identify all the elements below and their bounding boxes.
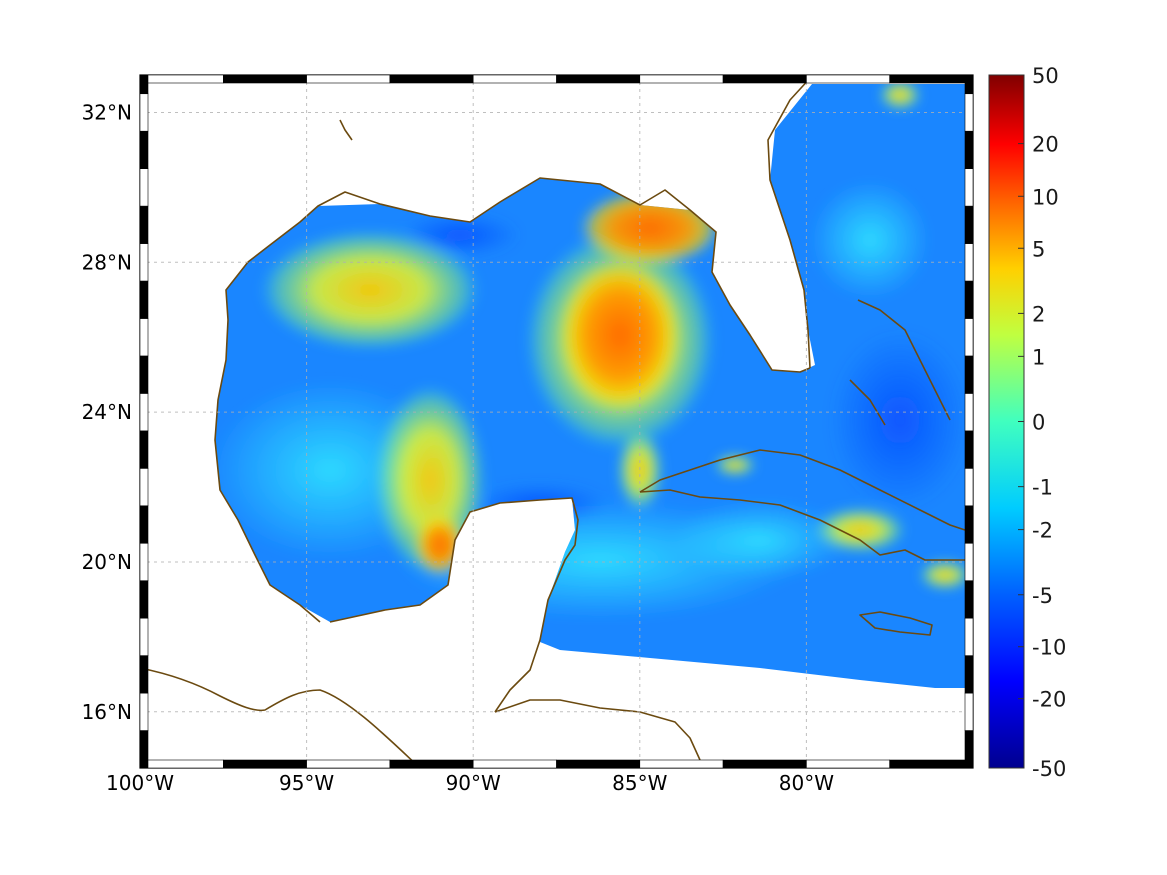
lon-tick-label: 100°W [106,771,174,795]
frame-border-segment [472,759,557,769]
colorbar-tick-label: 0 [1032,411,1045,435]
colorbar-tick-label: 10 [1032,185,1059,209]
frame-border-segment [964,168,974,207]
colorbar-tick-label: 1 [1032,345,1045,369]
map-frame [139,74,974,769]
frame-border-segment [889,74,974,84]
colorbar-tick-label: 20 [1032,133,1059,157]
colorbar-tick-label: 50 [1032,64,1059,88]
frame-border-segment [722,759,807,769]
colorbar-tick-label: 5 [1032,237,1045,261]
frame-border-segment [139,74,224,84]
frame-border-segment [806,74,891,84]
frame-border-segment [139,692,149,731]
frame-border-segment [889,759,974,769]
frame-border-segment [964,393,974,432]
colorbar-tick-label: -5 [1032,584,1053,608]
frame-border-segment [964,468,974,507]
frame-border-segment [389,74,474,84]
colorbar-tick-label: -1 [1032,476,1053,500]
frame-border-segment [139,393,149,432]
lon-tick-label: 95°W [279,771,334,795]
frame-border-segment [139,542,149,582]
frame-border-segment [964,692,974,731]
frame-border-segment [964,505,974,544]
frame-border-segment [139,243,149,282]
frame-border-segment [139,93,149,132]
frame-border-segment [139,759,224,769]
frame-border-segment [139,580,149,619]
frame-border-segment [472,74,557,84]
frame-border-segment [223,74,307,84]
frame-border-segment [306,74,391,84]
frame-border-segment [139,730,149,769]
frame-border-segment [139,205,149,244]
frame-border-segment [556,759,641,769]
frame-border-segment [964,93,974,132]
lon-tick-label: 85°W [612,771,667,795]
frame-border-segment [964,355,974,394]
frame-border-segment [389,759,474,769]
colorbar-tick-label: -50 [1032,757,1066,781]
lat-tick-label: 32°N [82,100,132,124]
frame-border-segment [139,318,149,357]
colorbar-tick-label: -2 [1032,519,1053,543]
frame-border-segment [139,468,149,507]
lon-tick-label: 80°W [779,771,834,795]
colorbar-tick-label: -10 [1032,636,1066,660]
frame-border-segment [139,617,149,656]
frame-border-segment [306,759,391,769]
frame-border-segment [139,430,149,469]
frame-border-segment [964,280,974,319]
frame-border-segment [964,617,974,656]
lon-tick-label: 90°W [446,771,501,795]
lon-axis-labels: 100°W 95°W 90°W 85°W 80°W [106,771,834,795]
coastline [139,75,966,769]
lat-tick-label: 24°N [82,400,132,424]
frame-border-segment [139,505,149,544]
frame-border-segment [964,74,974,95]
frame-border-segment [964,243,974,282]
frame-border-segment [639,74,724,84]
frame-border-segment [964,655,974,694]
frame-border-segment [139,74,149,95]
frame-border-segment [139,655,149,694]
frame-border-segment [223,759,307,769]
frame-border-segment [139,130,149,169]
lat-tick-label: 28°N [82,250,132,274]
frame-border-segment [139,355,149,394]
frame-border-segment [639,759,724,769]
frame-border-segment [964,430,974,469]
colorbar-tick-label: 2 [1032,302,1045,326]
frame-border-segment [556,74,641,84]
frame-border-segment [964,580,974,619]
frame-border-segment [722,74,807,84]
lat-axis-labels: 32°N 28°N 24°N 20°N 16°N [82,100,132,723]
lat-tick-label: 16°N [82,700,132,724]
lat-tick-label: 20°N [82,550,132,574]
frame-border-segment [964,205,974,244]
frame-border-segment [139,280,149,319]
frame-border-segment [964,542,974,582]
frame-border-segment [964,130,974,169]
colorbar-tick-label: -20 [1032,688,1066,712]
frame-border-segment [806,759,891,769]
frame-border-segment [139,168,149,207]
frame-border-segment [964,318,974,357]
frame-border-segment [964,730,974,769]
graticule [139,75,973,768]
